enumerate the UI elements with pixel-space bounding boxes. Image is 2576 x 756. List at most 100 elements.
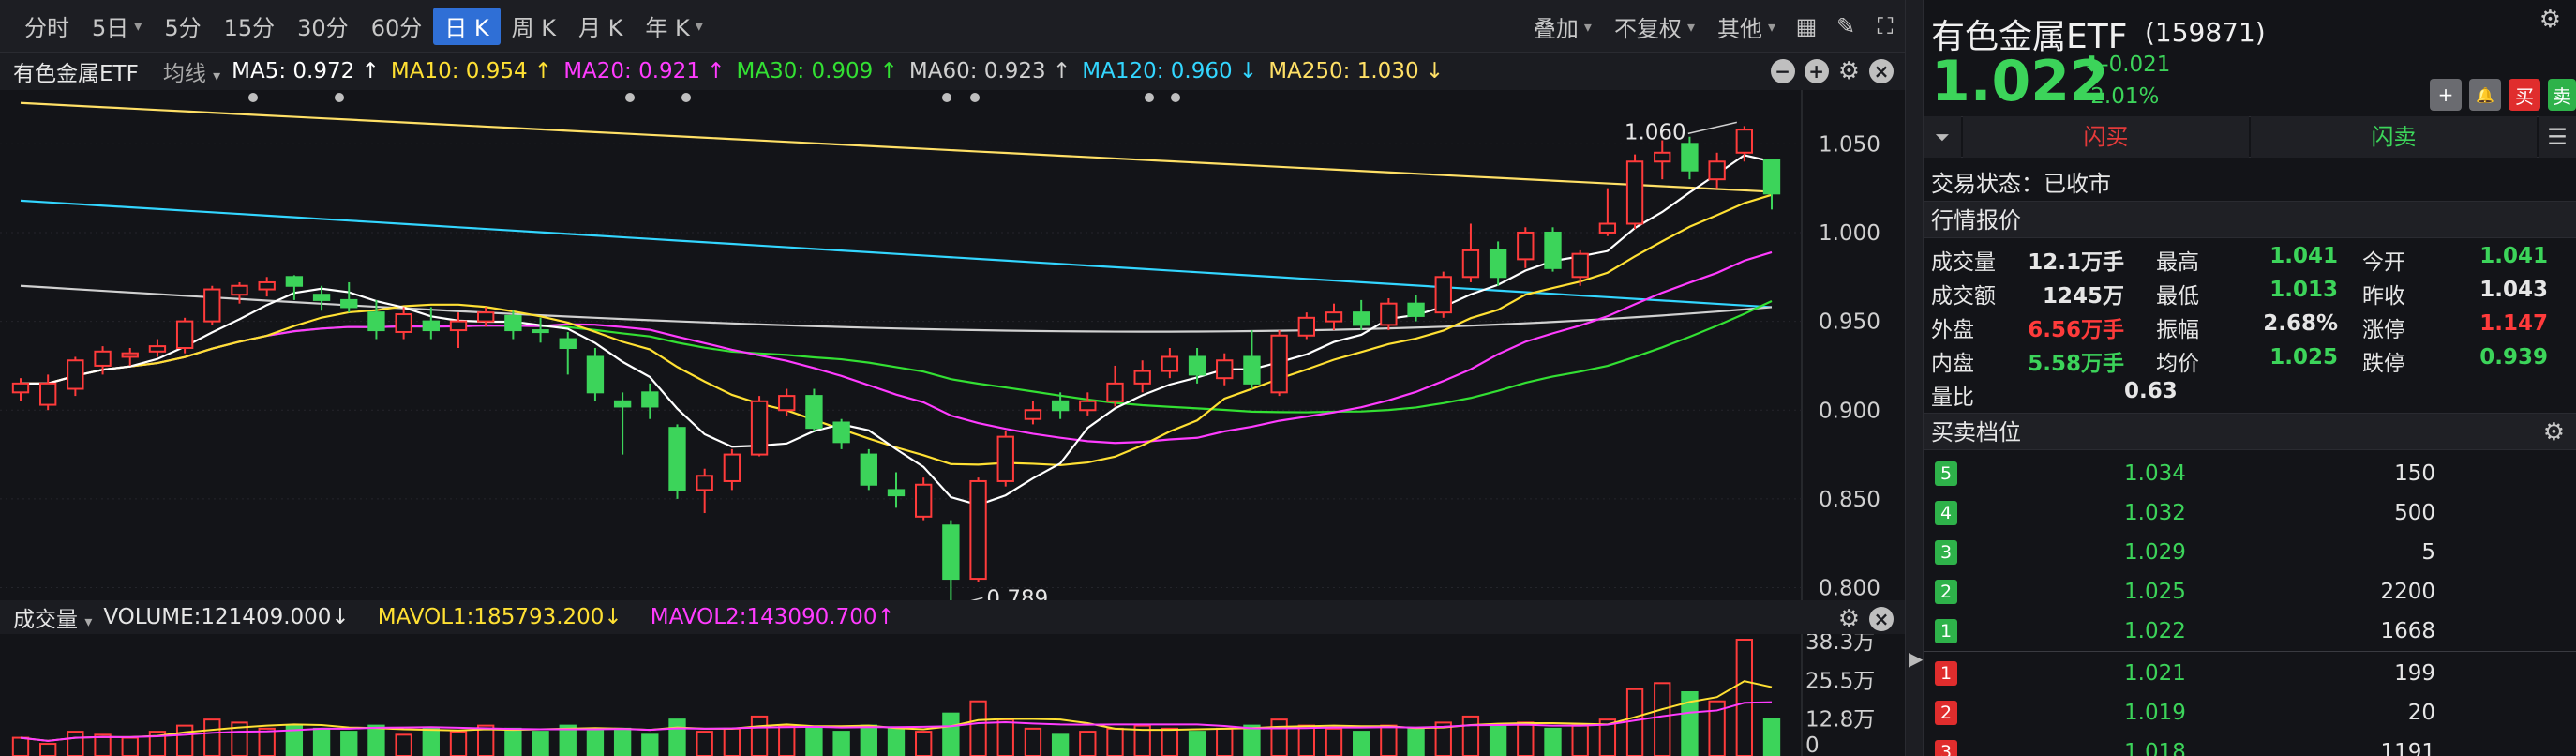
candle[interactable] [1625, 154, 1644, 230]
candle[interactable] [969, 477, 987, 582]
orderbook-gear-icon[interactable]: ⚙ [2542, 418, 2565, 446]
period-tab-9[interactable]: 年 K ▾ [634, 8, 713, 45]
ask-level-row[interactable]: 2 1.025 2200 [1924, 572, 2576, 612]
candle[interactable] [723, 448, 741, 491]
volume-bar[interactable] [1461, 715, 1480, 756]
candle[interactable] [1489, 241, 1507, 286]
ask-level-row[interactable]: 4 1.032 500 [1924, 493, 2576, 533]
candle[interactable] [1517, 227, 1535, 268]
candle[interactable] [422, 307, 440, 340]
candle[interactable] [148, 339, 167, 357]
candle[interactable] [395, 307, 412, 340]
volume-bar[interactable] [1380, 724, 1398, 756]
volume-bar[interactable] [696, 731, 713, 756]
candle[interactable] [231, 281, 248, 304]
volume-bar[interactable] [1681, 691, 1699, 756]
candle[interactable] [1681, 136, 1699, 180]
candle[interactable] [175, 317, 194, 354]
volume-bar[interactable] [969, 700, 987, 756]
event-marker[interactable] [335, 93, 344, 102]
volume-bar[interactable] [1708, 700, 1726, 756]
candle[interactable] [532, 317, 549, 343]
candle[interactable] [696, 468, 713, 514]
period-tab-5[interactable]: 60分 [360, 8, 434, 45]
volume-bar[interactable] [367, 724, 385, 756]
volume-bar[interactable] [1407, 727, 1425, 756]
volume-bar[interactable] [1489, 724, 1507, 756]
volume-bar[interactable] [668, 718, 686, 756]
candle[interactable] [1571, 249, 1589, 286]
candle[interactable] [449, 312, 468, 348]
volume-chart[interactable]: 38.3万 25.5万 12.8万0 [0, 634, 1905, 756]
volume-bar[interactable] [778, 724, 796, 756]
close-icon[interactable]: × [1869, 59, 1894, 83]
volume-bar[interactable] [559, 724, 577, 756]
candle[interactable] [39, 374, 57, 411]
panel-splitter[interactable]: ▶ [1905, 0, 1924, 756]
ask-level-row[interactable]: 5 1.034 150 [1924, 454, 2576, 493]
volume-bar[interactable] [1353, 731, 1370, 756]
bid-level-row[interactable]: 3 1.018 1191 [1924, 733, 2576, 756]
candle[interactable] [641, 383, 659, 419]
adjust-dropdown[interactable]: 不复权 ▾ [1613, 15, 1695, 42]
volume-bar[interactable] [1625, 688, 1644, 756]
candle[interactable] [1051, 392, 1070, 419]
volume-bar[interactable] [449, 731, 468, 756]
volume-bar[interactable] [586, 727, 605, 756]
overlay-dropdown[interactable]: 叠加 ▾ [1533, 15, 1592, 42]
candle[interactable] [1598, 188, 1617, 236]
candle[interactable] [312, 285, 331, 311]
candle[interactable] [203, 285, 221, 325]
candle[interactable] [915, 477, 933, 521]
zoom-out-icon[interactable]: − [1770, 59, 1795, 83]
settings-gear-icon[interactable]: ⚙ [1837, 57, 1860, 85]
candle[interactable] [1407, 295, 1425, 322]
volume-bar[interactable] [1106, 727, 1124, 756]
candle[interactable] [1434, 271, 1452, 318]
volume-bar[interactable] [422, 727, 440, 756]
volume-bar[interactable] [477, 724, 495, 756]
volume-bar[interactable] [340, 731, 358, 756]
volume-bar[interactable] [1297, 724, 1315, 756]
draw-pen-icon[interactable]: ✎ [1835, 13, 1856, 39]
volume-bar[interactable] [312, 727, 331, 756]
volume-bar[interactable] [1079, 731, 1097, 756]
candle[interactable] [1461, 223, 1480, 282]
volume-bar[interactable] [395, 733, 412, 756]
volume-bar[interactable] [1325, 727, 1343, 756]
candlestick-chart[interactable]: 1.050 1.000 0.950 0.900 0.850 0.800 1.060 0.789 [0, 90, 1905, 600]
candle[interactable] [996, 431, 1014, 487]
candle[interactable] [613, 392, 632, 455]
volume-close-icon[interactable]: × [1869, 607, 1894, 631]
flash-sell-button[interactable]: 闪卖 [2251, 116, 2537, 158]
volume-bar[interactable] [915, 731, 933, 756]
volume-settings-gear-icon[interactable]: ⚙ [1837, 605, 1860, 633]
volume-bar[interactable] [39, 743, 57, 756]
candle[interactable] [121, 348, 139, 366]
volume-bar[interactable] [1544, 727, 1562, 756]
candle[interactable] [477, 307, 495, 327]
candle[interactable] [367, 299, 385, 340]
volume-bar[interactable] [996, 718, 1014, 756]
period-tab-4[interactable]: 30分 [286, 8, 360, 45]
period-tab-7[interactable]: 周 K [501, 8, 567, 45]
volume-bar[interactable] [750, 715, 769, 756]
volume-bar[interactable] [1434, 721, 1452, 756]
volume-bar[interactable] [1024, 727, 1042, 756]
bid-level-row[interactable]: 2 1.019 20 [1924, 693, 2576, 733]
candle[interactable] [1024, 401, 1042, 425]
volume-bar[interactable] [1161, 727, 1179, 756]
volume-bar[interactable] [1133, 724, 1151, 756]
candle[interactable] [504, 310, 522, 340]
candle[interactable] [1079, 392, 1097, 416]
volume-bar[interactable] [532, 731, 549, 756]
other-dropdown[interactable]: 其他 ▾ [1716, 15, 1775, 42]
candle[interactable] [1544, 227, 1562, 272]
volume-bar[interactable] [67, 731, 84, 756]
candle[interactable] [1654, 140, 1671, 180]
event-marker[interactable] [625, 93, 635, 102]
candle[interactable] [860, 448, 877, 491]
period-tab-8[interactable]: 月 K [567, 8, 634, 45]
volume-bar[interactable] [203, 718, 221, 756]
menu-icon[interactable]: ☰ [2539, 116, 2576, 158]
